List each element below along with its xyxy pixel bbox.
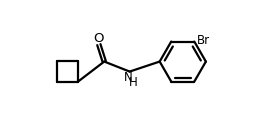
Text: Br: Br: [197, 34, 210, 47]
Text: N: N: [124, 71, 133, 84]
Text: H: H: [129, 76, 138, 89]
Text: O: O: [94, 32, 104, 45]
